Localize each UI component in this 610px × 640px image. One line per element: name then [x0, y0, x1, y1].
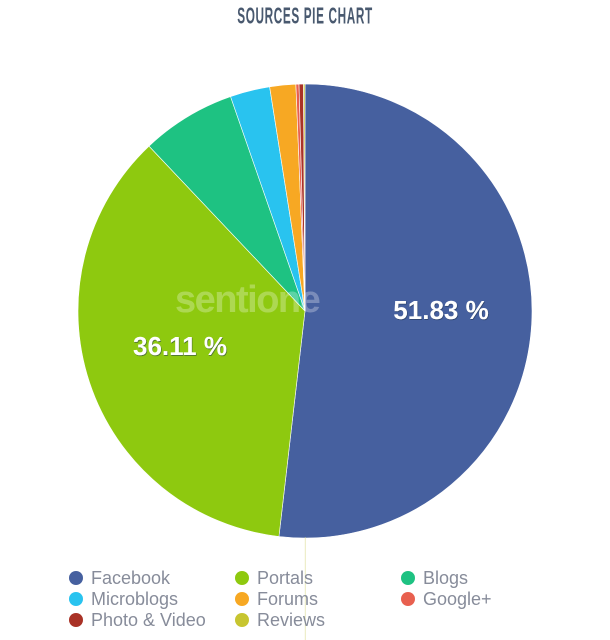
svg-text:36.11 %: 36.11 % [133, 331, 227, 361]
svg-text:sentione: sentione [175, 279, 320, 321]
svg-text:51.83 %: 51.83 % [393, 295, 488, 325]
